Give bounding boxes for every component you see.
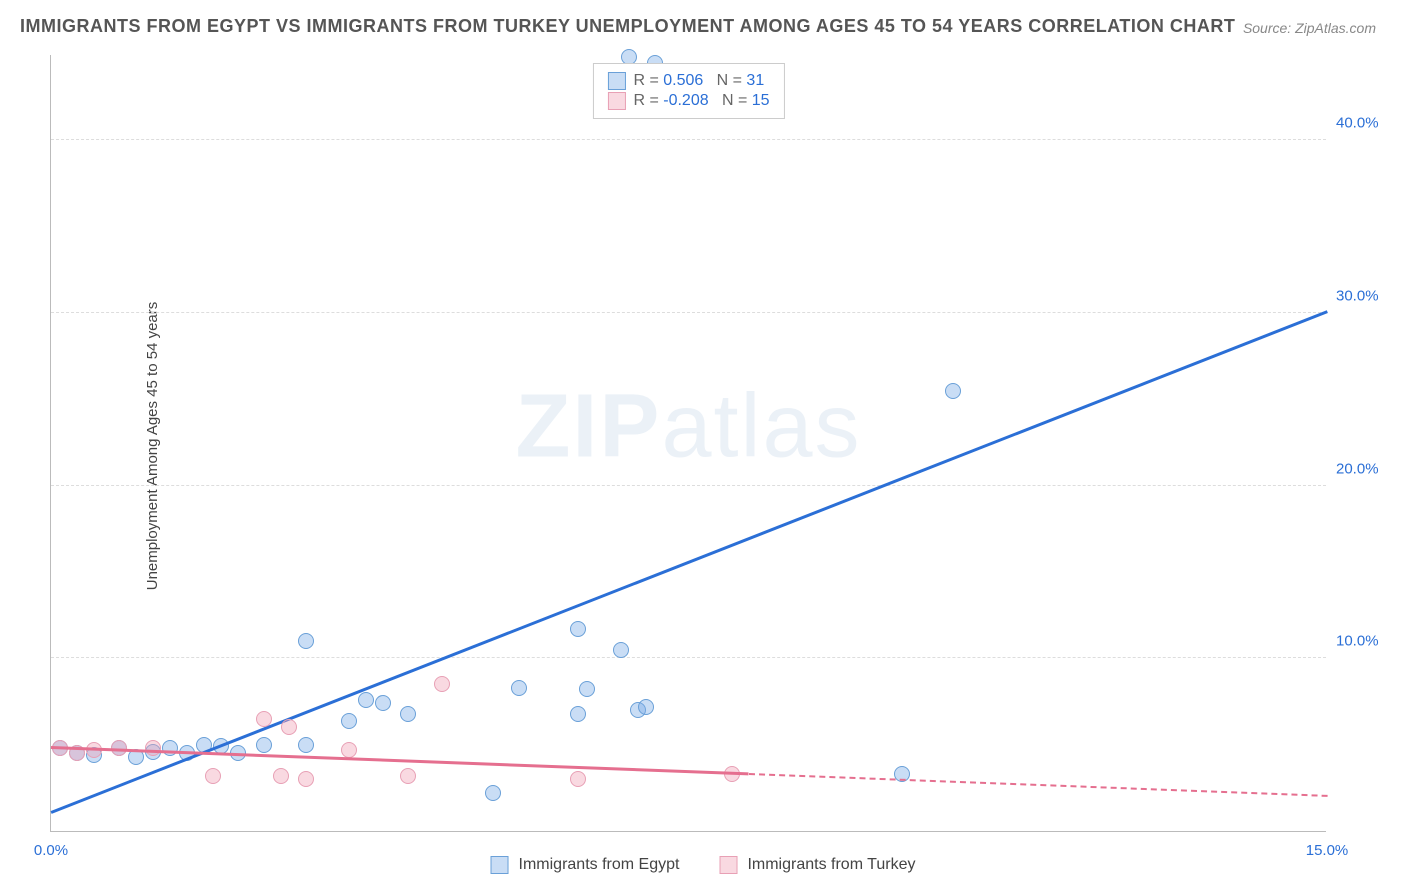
source-label: Source: ZipAtlas.com [1243,20,1376,36]
data-point [256,711,272,727]
data-point [205,768,221,784]
x-tick-label: 15.0% [1306,842,1349,859]
data-point [273,768,289,784]
legend-bottom: Immigrants from Egypt Immigrants from Tur… [491,856,916,874]
legend-stat-text: R = -0.208 N = 15 [633,92,769,110]
data-point [298,633,314,649]
trend-line-dashed [748,773,1327,797]
legend-label: Immigrants from Egypt [519,856,680,874]
data-point [434,676,450,692]
data-point [281,719,297,735]
legend-item: Immigrants from Egypt [491,856,680,874]
trend-line [51,311,1328,814]
data-point [358,692,374,708]
legend-swatch [607,92,625,110]
y-tick-label: 30.0% [1336,288,1396,305]
data-point [298,771,314,787]
legend-label: Immigrants from Turkey [747,856,915,874]
data-point [256,737,272,753]
data-point [341,713,357,729]
grid-line [51,485,1326,486]
legend-swatch [607,72,625,90]
data-point [375,695,391,711]
y-tick-label: 40.0% [1336,115,1396,132]
data-point [485,785,501,801]
data-point [145,740,161,756]
data-point [579,681,595,697]
legend-stat-text: R = 0.506 N = 31 [633,72,764,90]
legend-stat-row: R = 0.506 N = 31 [607,72,769,90]
y-tick-label: 20.0% [1336,460,1396,477]
legend-stat-row: R = -0.208 N = 15 [607,92,769,110]
grid-line [51,139,1326,140]
grid-line [51,657,1326,658]
legend-item: Immigrants from Turkey [719,856,915,874]
chart-title: IMMIGRANTS FROM EGYPT VS IMMIGRANTS FROM… [20,16,1235,37]
data-point [341,742,357,758]
legend-stats-box: R = 0.506 N = 31 R = -0.208 N = 15 [592,63,784,119]
data-point [570,706,586,722]
x-tick-label: 0.0% [34,842,68,859]
data-point [162,740,178,756]
plot-area: ZIPatlas R = 0.506 N = 31 R = -0.208 N = … [50,55,1326,832]
data-point [570,771,586,787]
data-point [570,621,586,637]
data-point [298,737,314,753]
legend-swatch [719,856,737,874]
y-tick-label: 10.0% [1336,633,1396,650]
data-point [945,383,961,399]
grid-line [51,312,1326,313]
data-point [638,699,654,715]
watermark: ZIPatlas [515,376,861,479]
data-point [400,706,416,722]
data-point [400,768,416,784]
data-point [511,680,527,696]
data-point [613,642,629,658]
legend-swatch [491,856,509,874]
